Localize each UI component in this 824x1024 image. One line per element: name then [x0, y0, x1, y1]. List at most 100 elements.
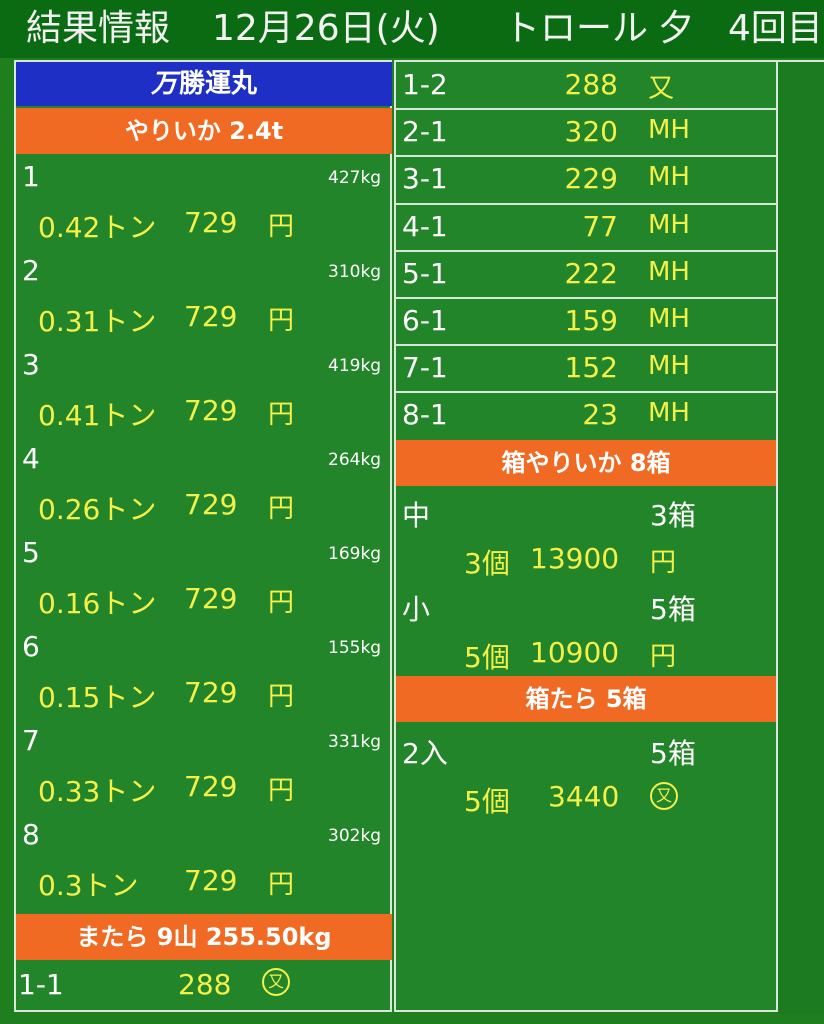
header-bar: 結果情報 12月26日(火) トロール 夕 4回目 [0, 0, 824, 58]
lot-price: 729 [184, 394, 238, 427]
lot-number: 8 [22, 818, 40, 851]
lot-weight: 427kg [328, 168, 382, 188]
row-unit-icon: MH [648, 209, 690, 240]
lot-number: 7 [22, 724, 40, 757]
row-price: 222 [564, 256, 618, 290]
row-number: 8-1 [402, 398, 448, 432]
row-separator [396, 202, 776, 205]
boat-name: 勝運丸 [179, 69, 258, 99]
row-price: 77 [582, 209, 618, 243]
lot-tons: 0.16トン [38, 587, 157, 620]
row-number: 4-1 [402, 209, 448, 243]
cod-row-price: 3440 [548, 780, 620, 813]
row-unit-icon: MH [648, 304, 690, 334]
header-round: 4回目 [728, 8, 823, 49]
row-number: 7-1 [402, 351, 448, 385]
row-price: 23 [582, 398, 618, 432]
lot-weight: 169kg [328, 544, 382, 564]
lot-price: 729 [184, 864, 238, 897]
right-edge-column [778, 60, 824, 1014]
lot-weight: 310kg [328, 262, 382, 282]
box-row-count-2: 5個 [464, 641, 510, 674]
row-number: 2-1 [402, 115, 448, 149]
header-method: トロール [504, 8, 649, 49]
header-date: 12月26日(火) [212, 8, 440, 49]
lot-tons: 0.41トン [38, 399, 157, 432]
row-price: 320 [564, 115, 618, 149]
lot-price: 729 [184, 770, 238, 803]
lot-weight: 155kg [328, 638, 382, 658]
header-title: 結果情報 [26, 8, 171, 49]
row-price: 229 [564, 162, 618, 196]
box-row-price-2: 10900 [530, 636, 620, 669]
row-number: 6-1 [402, 304, 448, 337]
lot-unit-icon: 円 [268, 400, 295, 430]
box-row-count-1: 3個 [464, 547, 510, 580]
row-separator [396, 249, 776, 252]
row-unit-icon: MH [648, 256, 690, 287]
lot-unit-icon: 円 [268, 212, 295, 242]
box-row-unit-icon-2: 円 [650, 642, 677, 672]
lot-tons: 0.15トン [38, 681, 157, 714]
cod-row-size: 2入 [402, 737, 448, 770]
box-row-boxes-2: 5箱 [650, 593, 696, 626]
last-row-unit-icon: 又 [262, 968, 290, 996]
lot-unit-icon: 円 [268, 870, 295, 900]
lot-price: 729 [184, 488, 238, 521]
box-row-size-2: 小 [402, 593, 431, 626]
row-price: 152 [564, 351, 618, 385]
lot-weight: 419kg [328, 356, 382, 376]
lot-number: 5 [22, 536, 40, 569]
lot-price: 729 [184, 300, 238, 333]
lot-price: 729 [184, 582, 238, 615]
row-unit-icon: MH [648, 351, 690, 382]
lot-weight: 331kg [328, 732, 382, 752]
last-row-price: 288 [178, 968, 232, 1001]
last-row-no: 1-1 [18, 968, 64, 1001]
lot-number: 4 [22, 442, 40, 475]
section-box-cod: 箱たら 5箱 [396, 676, 776, 722]
left-panel: 万勝運丸 やりいか 2.4t 1 427kg 0.42トン 729 円 2 310kg 0.3… [14, 60, 392, 1012]
lot-number: 1 [22, 160, 40, 193]
row-number: 3-1 [402, 162, 448, 196]
lot-price: 729 [184, 676, 238, 709]
box-row-price-1: 13900 [530, 542, 620, 575]
boat-mark-icon: 万 [150, 69, 177, 99]
row-separator [396, 297, 776, 299]
lot-number: 6 [22, 630, 40, 663]
lot-tons: 0.31トン [38, 305, 157, 338]
lot-unit-icon: 円 [268, 494, 295, 524]
box-row-boxes-1: 3箱 [650, 499, 696, 532]
cod-row-count: 5個 [464, 785, 510, 818]
lot-weight: 264kg [328, 450, 382, 470]
lot-tons: 0.26トン [38, 493, 157, 526]
section-box-squid: 箱やりいか 8箱 [396, 440, 776, 486]
row-separator [396, 391, 776, 394]
boat-name-band: 万勝運丸 [16, 62, 392, 106]
row-price: 159 [564, 304, 618, 337]
row-number: 5-1 [402, 256, 448, 290]
row-separator [396, 344, 776, 347]
lot-unit-icon: 円 [268, 682, 295, 712]
lot-price: 729 [184, 206, 238, 239]
lot-tons: 0.42トン [38, 211, 157, 244]
lot-weight: 302kg [328, 826, 382, 846]
lot-tons: 0.3トン [38, 869, 139, 902]
lot-unit-icon: 円 [268, 588, 295, 618]
row-separator [396, 155, 776, 158]
box-row-size-1: 中 [402, 499, 431, 532]
row-unit-icon: 又 [648, 74, 675, 104]
cod-row-boxes: 5箱 [650, 737, 696, 770]
lot-number: 2 [22, 254, 40, 287]
section-squid: やりいか 2.4t [16, 108, 392, 154]
row-unit-icon: MH [648, 162, 690, 193]
lot-unit-icon: 円 [268, 776, 295, 806]
header-time: 夕 [658, 8, 695, 49]
row-unit-icon: MH [648, 115, 690, 146]
section-cod: またら 9山 255.50kg [16, 914, 392, 960]
right-panel: 1-2 288 又 2-1 320 MH 3-1 229 MH 4-1 77 MH 5-1 222 MH 6-… [394, 60, 778, 1012]
row-number: 1-2 [402, 68, 448, 101]
row-price: 288 [564, 68, 618, 101]
cod-row-unit-icon: 又 [650, 782, 678, 810]
lot-number: 3 [22, 348, 40, 381]
